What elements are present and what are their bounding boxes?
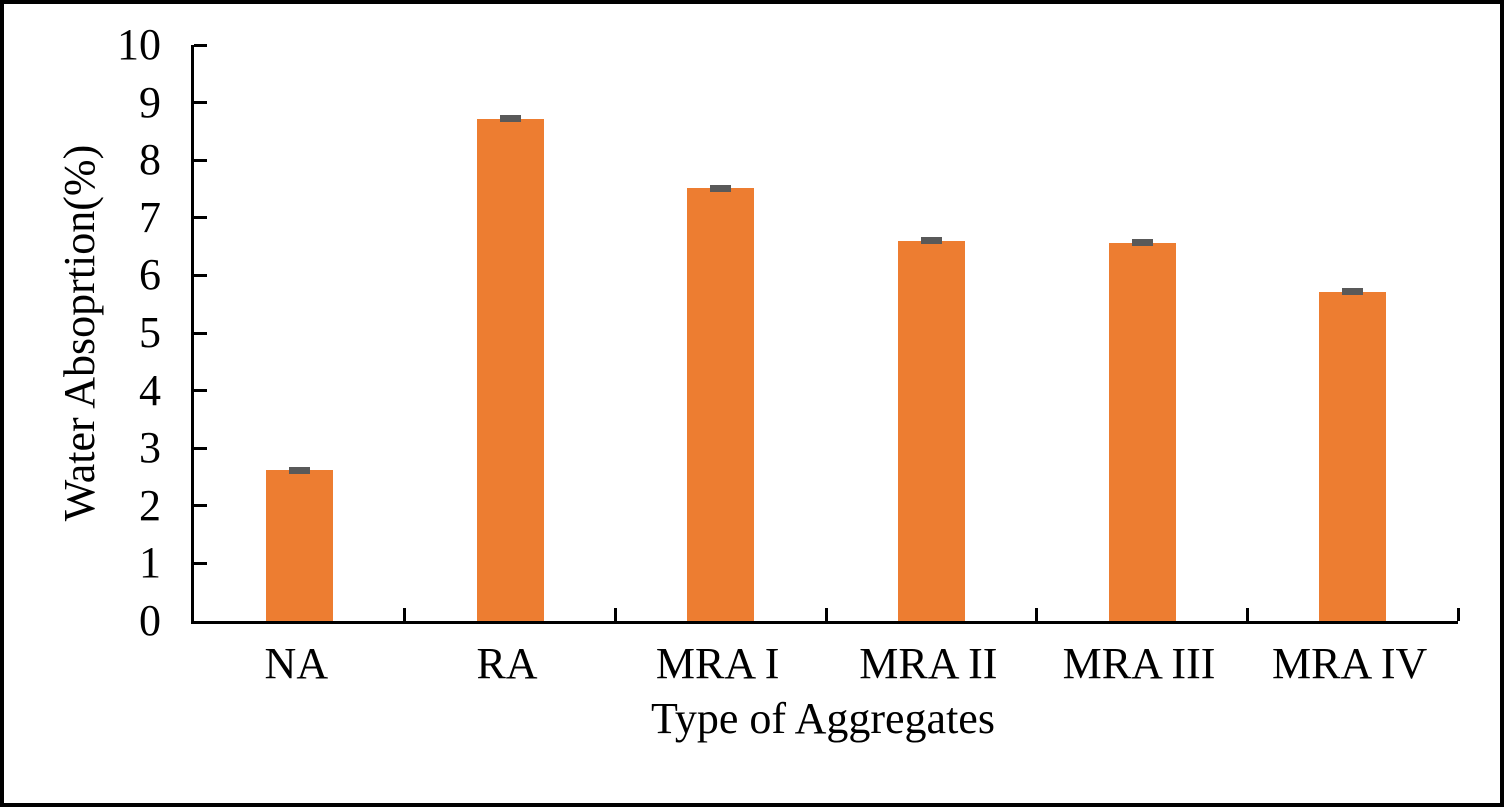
y-axis-tick <box>194 101 207 105</box>
x-axis-tick <box>1245 608 1249 621</box>
category-label: NA <box>264 639 329 688</box>
y-tick-label: 0 <box>139 596 161 645</box>
category-label: MRA III <box>1062 639 1216 688</box>
error-bar <box>499 115 521 123</box>
y-tick-label: 8 <box>139 135 161 185</box>
x-axis-tick <box>1035 608 1039 621</box>
category-label: MRA IV <box>1272 639 1428 688</box>
x-axis-title: Type of Aggregates <box>651 694 995 743</box>
y-tick-label: 3 <box>139 423 161 473</box>
y-tick-label: 1 <box>139 538 161 588</box>
y-tick-label: 7 <box>139 192 161 242</box>
x-axis-tick <box>613 608 617 621</box>
x-axis-tick <box>1456 608 1460 621</box>
y-axis-tick <box>194 446 207 450</box>
bar <box>1319 291 1387 621</box>
y-axis-tick <box>194 561 207 565</box>
y-tick-label: 6 <box>139 250 161 300</box>
y-tick-label: 4 <box>139 365 161 415</box>
y-tick-label: 2 <box>139 480 161 530</box>
bar <box>476 118 544 621</box>
y-axis-tick <box>194 389 207 393</box>
y-axis-tick <box>194 158 207 162</box>
y-tick-label: 5 <box>139 308 161 357</box>
category-label: MRA II <box>859 639 998 688</box>
bar <box>687 188 755 621</box>
error-bar <box>920 237 942 245</box>
error-bar <box>288 466 310 474</box>
category-label: MRA I <box>655 639 780 688</box>
bar <box>1108 242 1176 621</box>
error-bar <box>1131 239 1153 247</box>
y-axis-tick <box>194 216 207 220</box>
y-axis-tick <box>194 43 207 47</box>
y-tick-label: 9 <box>139 77 161 127</box>
x-axis-tick <box>403 608 407 621</box>
bar <box>897 240 965 621</box>
y-axis-tick <box>194 273 207 277</box>
plot-area <box>191 43 1460 624</box>
error-bar <box>1342 288 1364 296</box>
y-axis-tick <box>194 504 207 508</box>
category-label: RA <box>476 639 538 688</box>
y-axis-tick <box>194 331 207 335</box>
y-tick-label: 10 <box>117 20 161 69</box>
bar <box>265 470 333 621</box>
error-bar <box>710 184 732 192</box>
x-axis-tick <box>824 608 828 621</box>
